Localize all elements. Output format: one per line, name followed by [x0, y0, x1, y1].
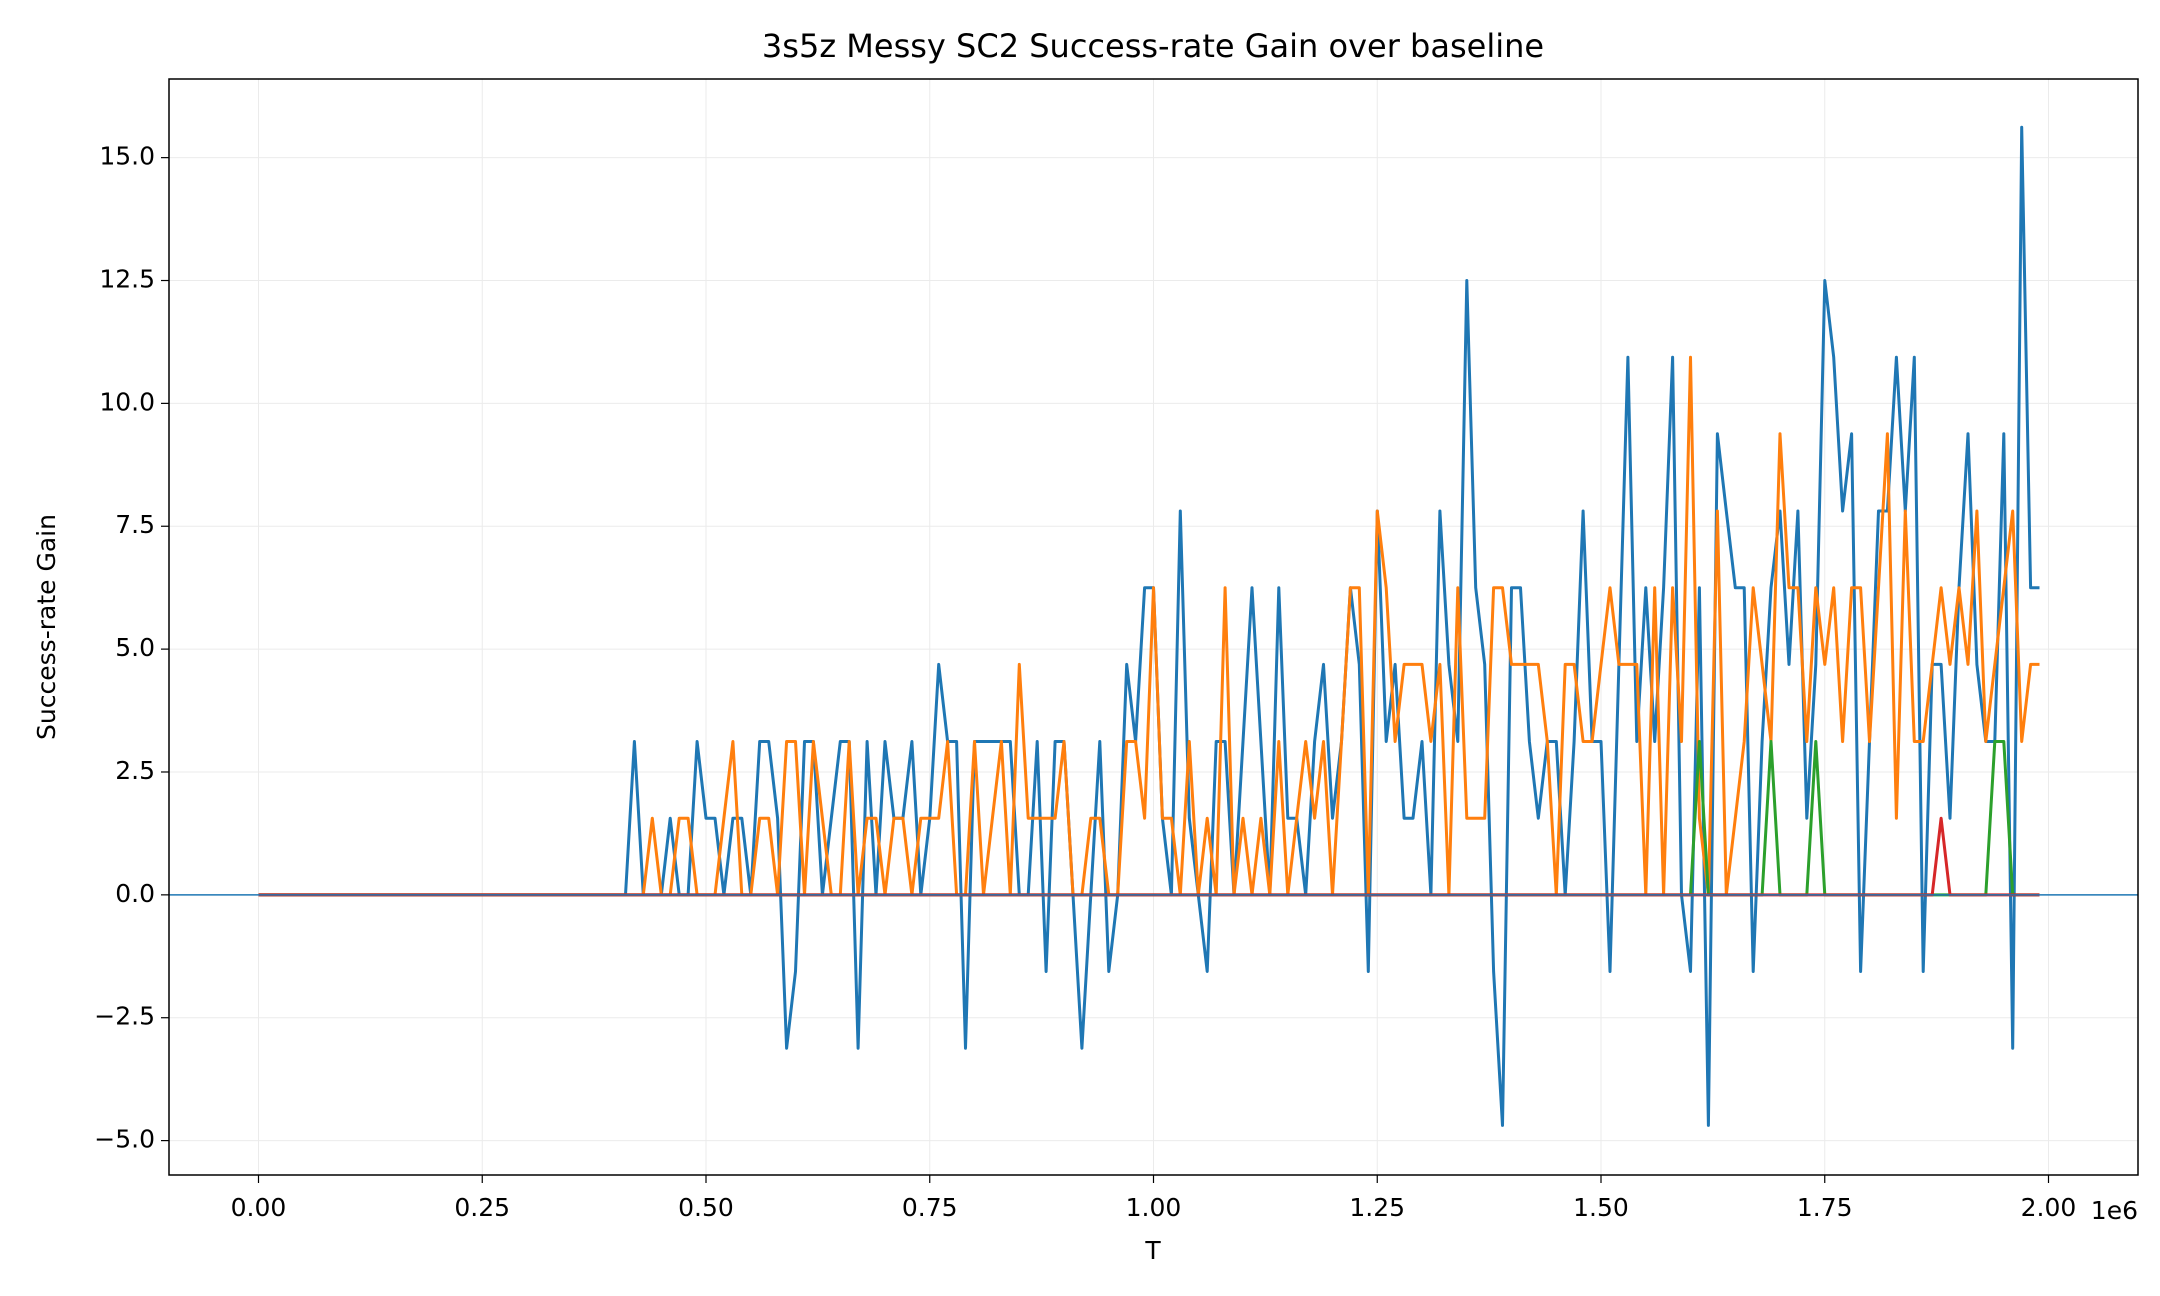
x-axis-label: T — [1144, 1236, 1161, 1265]
y-tick-label: 2.5 — [115, 756, 155, 785]
chart-title: 3s5z Messy SC2 Success-rate Gain over ba… — [762, 27, 1544, 65]
series-line — [258, 740, 2040, 897]
series-line — [258, 355, 2040, 897]
x-tick-label: 1.00 — [1126, 1193, 1182, 1222]
y-tick-label: 5.0 — [115, 633, 155, 662]
x-tick-label: 1.75 — [1797, 1193, 1853, 1222]
y-tick-label: 0.0 — [115, 879, 155, 908]
y-tick-label: 10.0 — [99, 387, 155, 416]
x-tick-label: 0.75 — [902, 1193, 958, 1222]
x-tick-label: 2.00 — [2021, 1193, 2077, 1222]
x-offset-label: 1e6 — [2091, 1196, 2138, 1225]
y-tick-label: −5.0 — [94, 1125, 155, 1154]
x-tick-label: 0.00 — [231, 1193, 287, 1222]
y-tick-label: −2.5 — [94, 1002, 155, 1031]
x-tick-label: 1.25 — [1349, 1193, 1405, 1222]
series-line — [258, 816, 2040, 897]
x-tick-label: 0.25 — [454, 1193, 510, 1222]
y-tick-label: 15.0 — [99, 142, 155, 171]
y-tick-label: 12.5 — [99, 265, 155, 294]
y-tick-label: 7.5 — [115, 510, 155, 539]
x-tick-label: 1.50 — [1573, 1193, 1629, 1222]
plot-frame — [168, 78, 2139, 1176]
y-axis-label: Success-rate Gain — [32, 514, 61, 740]
series-line — [258, 125, 2040, 1127]
x-tick-label: 0.50 — [678, 1193, 734, 1222]
